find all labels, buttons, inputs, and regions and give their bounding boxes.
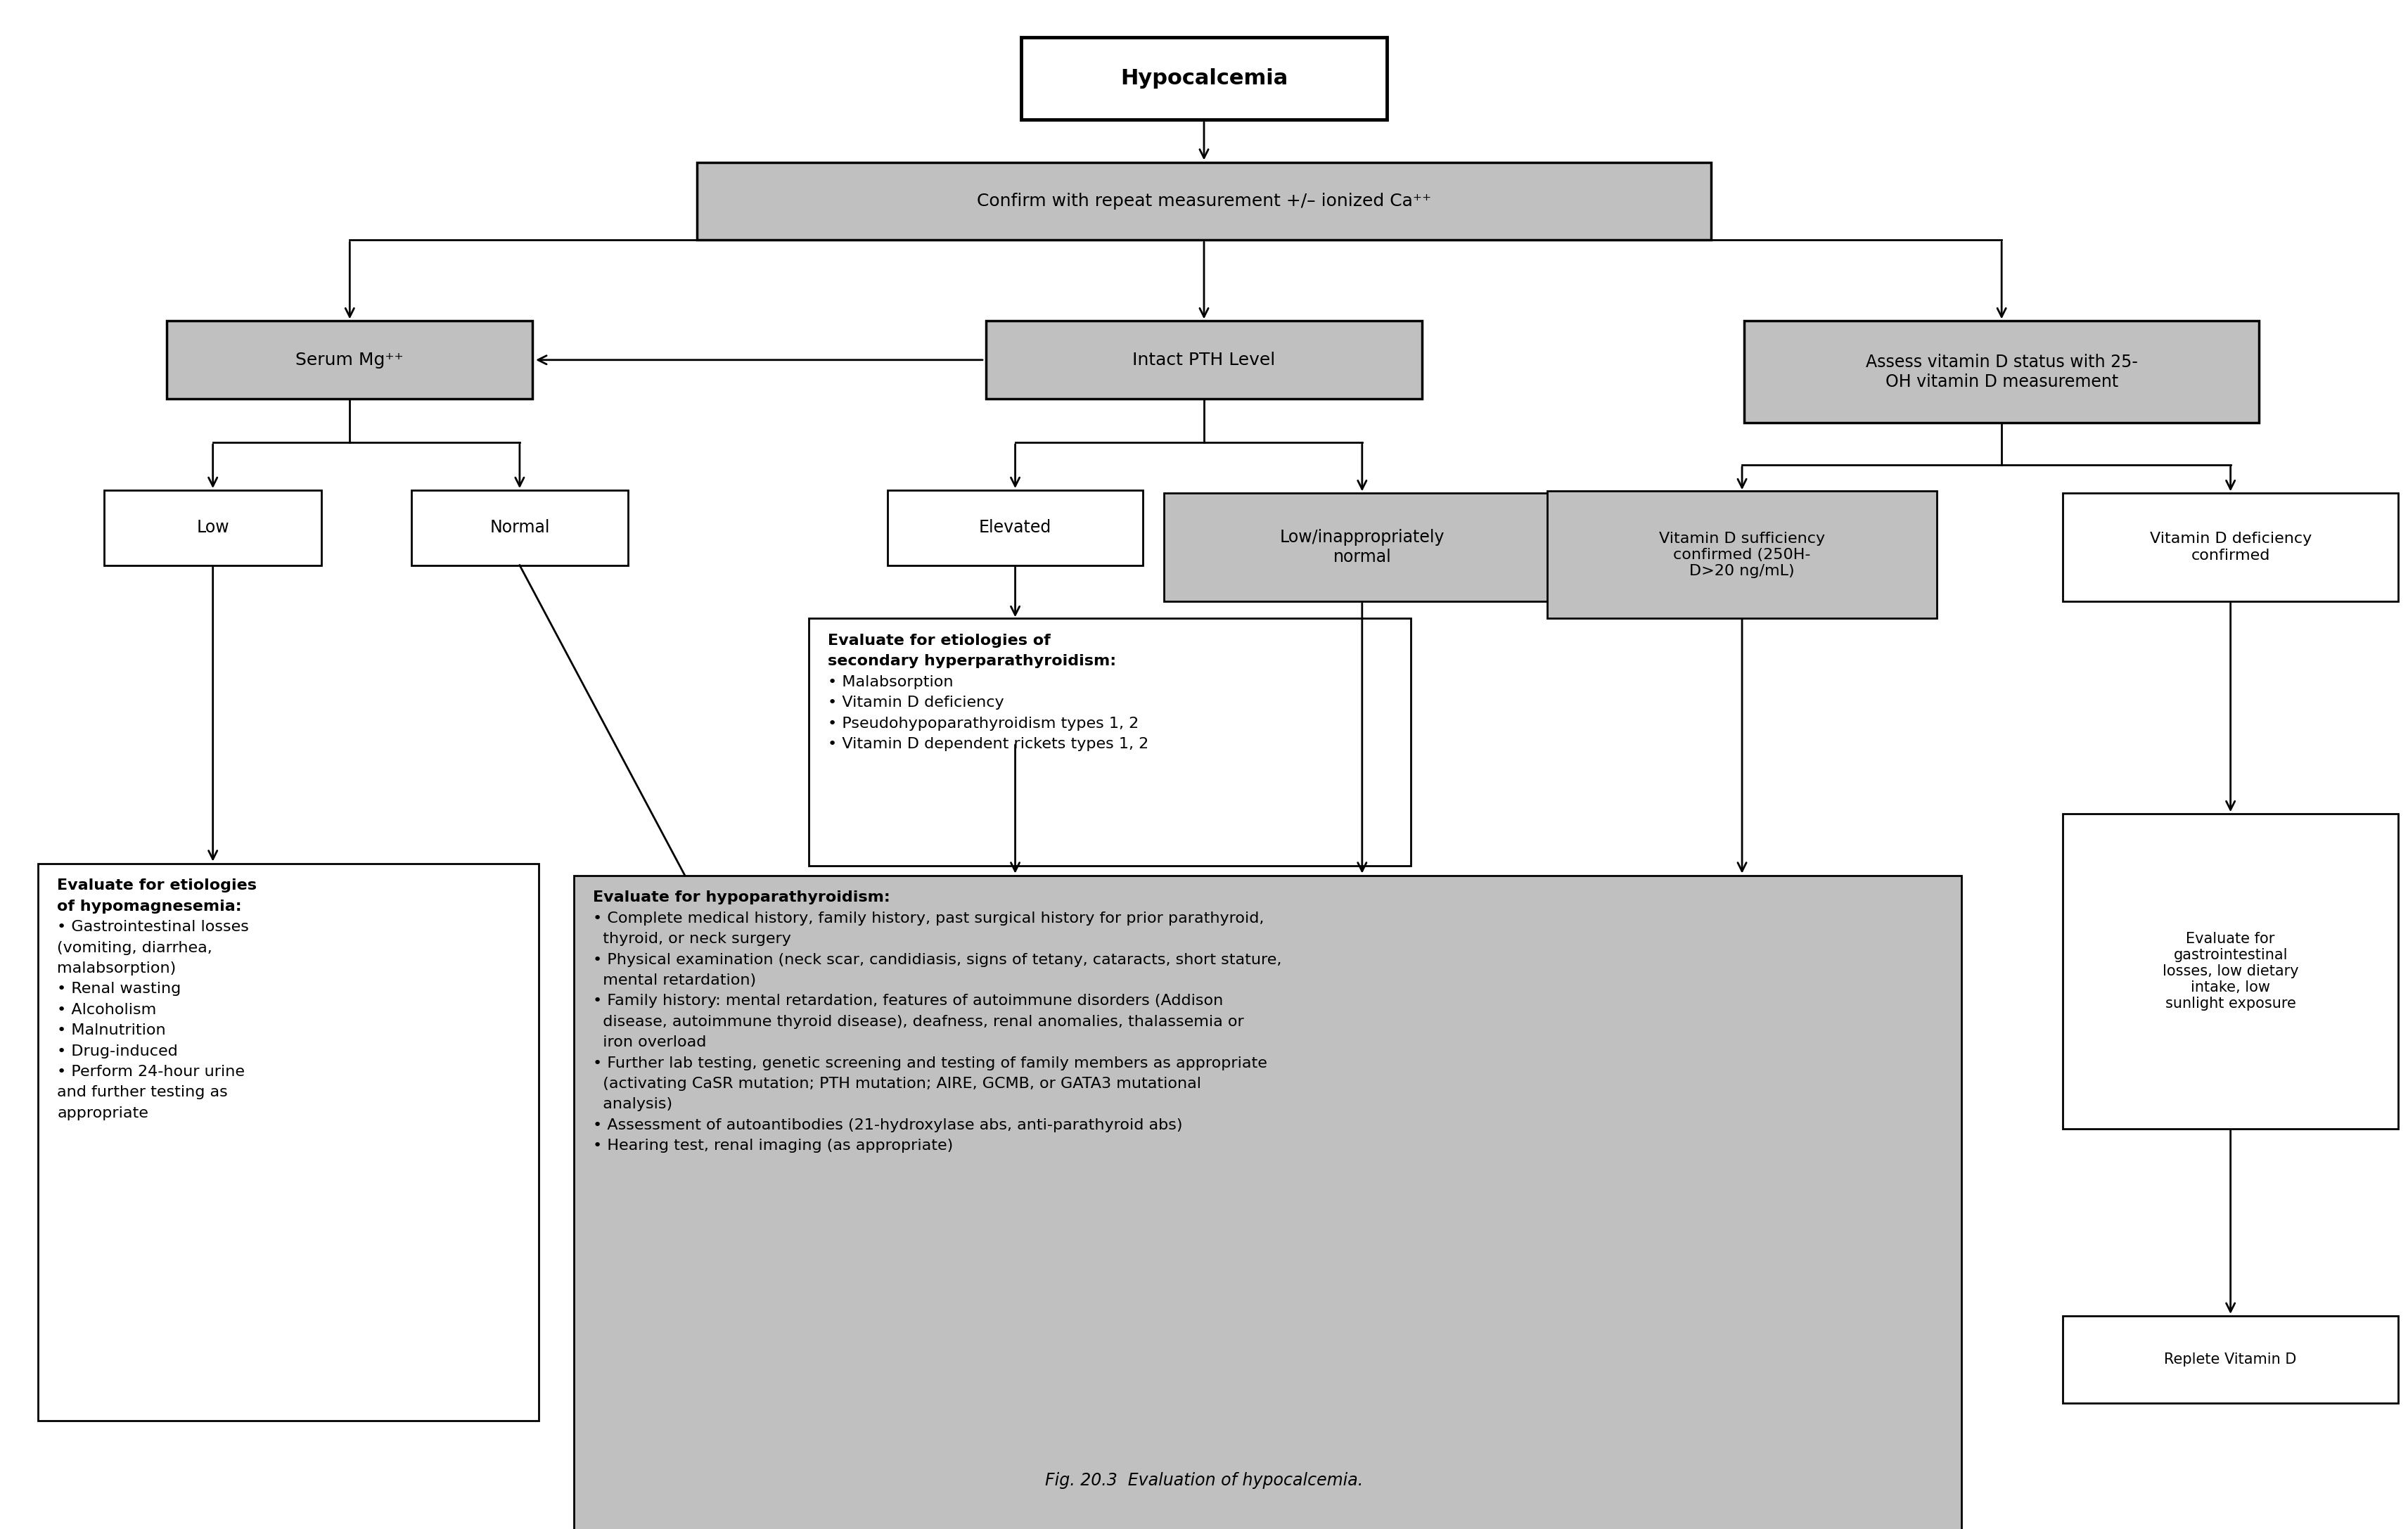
Text: • Alcoholism: • Alcoholism [58,1003,157,1017]
Text: disease, autoimmune thyroid disease), deafness, renal anomalies, thalassemia or: disease, autoimmune thyroid disease), de… [592,1015,1245,1029]
Text: Vitamin D deficiency
confirmed: Vitamin D deficiency confirmed [2150,532,2312,563]
Text: • Hearing test, renal imaging (as appropriate): • Hearing test, renal imaging (as approp… [592,1139,954,1153]
FancyBboxPatch shape [696,162,1712,240]
Text: Fig. 20.3  Evaluation of hypocalcemia.: Fig. 20.3 Evaluation of hypocalcemia. [1045,1472,1363,1489]
Text: Serum Mg⁺⁺: Serum Mg⁺⁺ [296,352,405,368]
Text: Low/inappropriately
normal: Low/inappropriately normal [1279,529,1445,566]
Text: Confirm with repeat measurement +/– ionized Ca⁺⁺: Confirm with repeat measurement +/– ioni… [978,193,1430,209]
Text: Evaluate for etiologies of: Evaluate for etiologies of [828,633,1050,648]
Text: iron overload: iron overload [592,1035,706,1049]
Text: Evaluate for
gastrointestinal
losses, low dietary
intake, low
sunlight exposure: Evaluate for gastrointestinal losses, lo… [2162,931,2300,1011]
FancyBboxPatch shape [1021,37,1387,119]
Text: • Family history: mental retardation, features of autoimmune disorders (Addison: • Family history: mental retardation, fe… [592,994,1223,1008]
Text: Vitamin D sufficiency
confirmed (250H-
D>20 ng/mL): Vitamin D sufficiency confirmed (250H- D… [1659,532,1825,578]
Text: malabsorption): malabsorption) [58,962,176,976]
FancyBboxPatch shape [1163,494,1560,601]
Text: mental retardation): mental retardation) [592,974,756,988]
Text: (vomiting, diarrhea,: (vomiting, diarrhea, [58,940,212,954]
FancyBboxPatch shape [1743,321,2259,424]
Text: • Vitamin D deficiency: • Vitamin D deficiency [828,696,1004,709]
Text: • Pseudohypoparathyroidism types 1, 2: • Pseudohypoparathyroidism types 1, 2 [828,717,1139,731]
FancyBboxPatch shape [809,618,1411,865]
Text: Low: Low [197,520,229,537]
Text: • Malnutrition: • Malnutrition [58,1023,166,1038]
Text: • Assessment of autoantibodies (21-hydroxylase abs, anti-parathyroid abs): • Assessment of autoantibodies (21-hydro… [592,1118,1182,1131]
FancyBboxPatch shape [412,491,628,566]
Text: • Drug-induced: • Drug-induced [58,1044,178,1058]
Text: Evaluate for etiologies: Evaluate for etiologies [58,879,258,893]
Text: Intact PTH Level: Intact PTH Level [1132,352,1276,368]
FancyBboxPatch shape [1548,491,1936,618]
Text: • Further lab testing, genetic screening and testing of family members as approp: • Further lab testing, genetic screening… [592,1057,1267,1070]
FancyBboxPatch shape [104,491,320,566]
Text: • Vitamin D dependent rickets types 1, 2: • Vitamin D dependent rickets types 1, 2 [828,737,1149,751]
Text: Evaluate for hypoparathyroidism:: Evaluate for hypoparathyroidism: [592,891,891,905]
Text: appropriate: appropriate [58,1105,149,1121]
FancyBboxPatch shape [2064,494,2398,601]
Text: Replete Vitamin D: Replete Vitamin D [2165,1352,2297,1367]
Text: secondary hyperparathyroidism:: secondary hyperparathyroidism: [828,654,1115,668]
Text: • Gastrointestinal losses: • Gastrointestinal losses [58,920,248,934]
FancyBboxPatch shape [889,491,1144,566]
Text: Assess vitamin D status with 25-
OH vitamin D measurement: Assess vitamin D status with 25- OH vita… [1866,353,2138,390]
Text: Elevated: Elevated [980,520,1052,537]
FancyBboxPatch shape [2064,813,2398,1128]
Text: thyroid, or neck surgery: thyroid, or neck surgery [592,933,792,946]
Text: • Renal wasting: • Renal wasting [58,982,181,995]
Text: (activating CaSR mutation; PTH mutation; AIRE, GCMB, or GATA3 mutational: (activating CaSR mutation; PTH mutation;… [592,1076,1202,1090]
FancyBboxPatch shape [166,321,532,399]
Text: and further testing as: and further testing as [58,1086,229,1099]
Text: • Malabsorption: • Malabsorption [828,674,954,690]
Text: • Perform 24-hour urine: • Perform 24-hour urine [58,1064,246,1079]
Text: • Complete medical history, family history, past surgical history for prior para: • Complete medical history, family histo… [592,911,1264,925]
FancyBboxPatch shape [2064,1316,2398,1402]
Text: • Physical examination (neck scar, candidiasis, signs of tetany, cataracts, shor: • Physical examination (neck scar, candi… [592,953,1281,966]
Text: Hypocalcemia: Hypocalcemia [1120,67,1288,89]
FancyBboxPatch shape [39,864,539,1420]
FancyBboxPatch shape [985,321,1423,399]
Text: of hypomagnesemia:: of hypomagnesemia: [58,899,241,913]
FancyBboxPatch shape [573,876,1963,1529]
Text: Normal: Normal [489,520,549,537]
Text: analysis): analysis) [592,1098,672,1112]
